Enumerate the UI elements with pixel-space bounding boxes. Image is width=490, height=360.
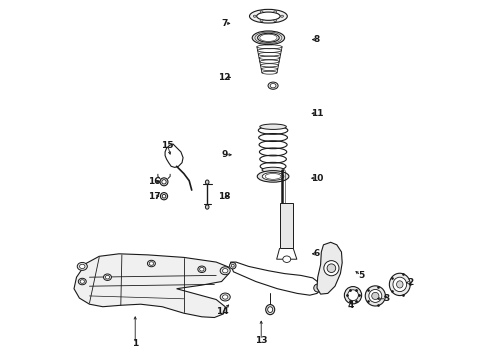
Ellipse shape: [260, 11, 263, 13]
Ellipse shape: [262, 167, 284, 172]
Ellipse shape: [314, 284, 321, 292]
Ellipse shape: [220, 293, 230, 301]
Ellipse shape: [220, 267, 230, 275]
Ellipse shape: [162, 180, 166, 184]
Text: 6: 6: [314, 249, 320, 258]
Ellipse shape: [266, 305, 275, 315]
Ellipse shape: [147, 260, 155, 267]
Text: 8: 8: [314, 35, 320, 44]
Text: 2: 2: [407, 278, 413, 287]
Ellipse shape: [393, 277, 407, 292]
Ellipse shape: [268, 82, 278, 89]
Ellipse shape: [79, 264, 85, 269]
Ellipse shape: [160, 178, 168, 186]
Ellipse shape: [257, 12, 280, 20]
Polygon shape: [74, 254, 229, 318]
Ellipse shape: [274, 19, 277, 22]
Ellipse shape: [77, 262, 87, 270]
Ellipse shape: [270, 84, 276, 88]
Ellipse shape: [324, 261, 339, 276]
Ellipse shape: [222, 295, 228, 299]
Ellipse shape: [253, 15, 256, 17]
Text: 11: 11: [311, 109, 323, 118]
Ellipse shape: [369, 289, 382, 302]
Ellipse shape: [231, 264, 234, 267]
Ellipse shape: [105, 275, 110, 279]
Ellipse shape: [205, 180, 209, 184]
Ellipse shape: [344, 287, 362, 304]
Ellipse shape: [205, 205, 209, 209]
Ellipse shape: [274, 11, 277, 13]
Ellipse shape: [262, 172, 284, 180]
Ellipse shape: [260, 124, 286, 129]
Text: 1: 1: [132, 339, 138, 348]
Ellipse shape: [160, 193, 168, 200]
Text: 5: 5: [358, 271, 364, 280]
Ellipse shape: [222, 269, 228, 273]
Ellipse shape: [103, 274, 111, 280]
Ellipse shape: [249, 9, 287, 23]
Ellipse shape: [80, 280, 84, 283]
Text: 16: 16: [148, 177, 161, 186]
Ellipse shape: [268, 307, 273, 312]
Text: 17: 17: [148, 192, 161, 201]
Ellipse shape: [347, 290, 358, 301]
Text: 7: 7: [221, 19, 228, 28]
Ellipse shape: [229, 262, 236, 269]
Ellipse shape: [327, 264, 336, 273]
Ellipse shape: [372, 292, 379, 300]
Ellipse shape: [257, 171, 289, 182]
Text: 14: 14: [216, 307, 229, 316]
Text: 10: 10: [311, 174, 323, 183]
Text: 13: 13: [255, 336, 268, 345]
Ellipse shape: [283, 256, 291, 262]
Ellipse shape: [260, 19, 263, 22]
Text: 4: 4: [348, 301, 354, 310]
Ellipse shape: [149, 262, 153, 265]
Ellipse shape: [198, 266, 206, 273]
Ellipse shape: [162, 194, 166, 198]
Text: 3: 3: [383, 294, 390, 303]
Ellipse shape: [258, 33, 279, 42]
Polygon shape: [317, 242, 342, 294]
Ellipse shape: [281, 15, 284, 17]
Ellipse shape: [252, 31, 285, 45]
Ellipse shape: [199, 267, 204, 271]
Ellipse shape: [78, 278, 86, 285]
Ellipse shape: [390, 273, 410, 296]
Text: 9: 9: [221, 150, 228, 159]
Bar: [280, 203, 293, 248]
Ellipse shape: [396, 281, 403, 288]
Ellipse shape: [365, 286, 386, 306]
Text: 12: 12: [218, 73, 231, 82]
Text: 18: 18: [218, 192, 231, 201]
Text: 15: 15: [161, 140, 174, 150]
